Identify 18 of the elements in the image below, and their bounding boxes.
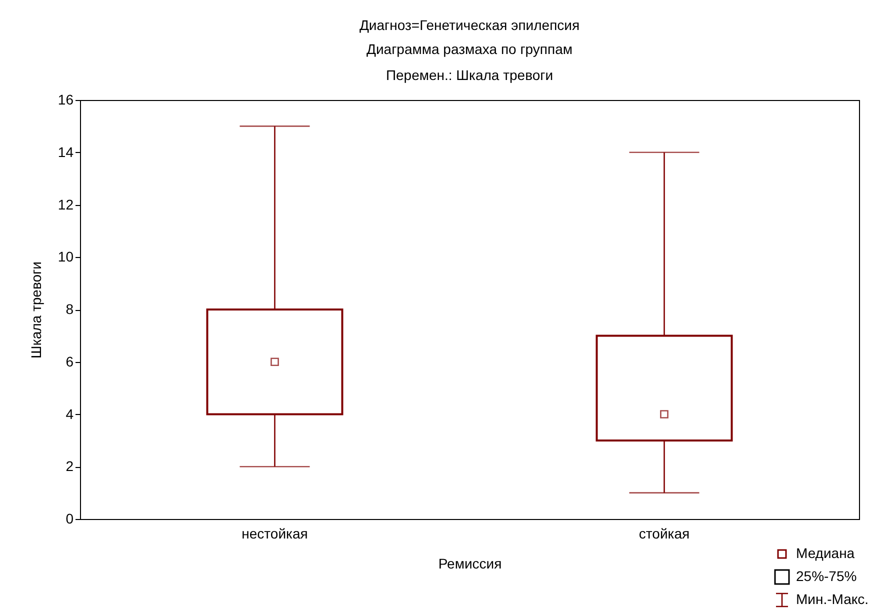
y-tick-label: 6 (66, 353, 74, 370)
y-tick-label: 2 (66, 458, 74, 474)
x-axis-title: Ремиссия (438, 556, 502, 572)
x-tick-label: нестойкая (242, 526, 308, 542)
y-tick-label: 12 (58, 196, 74, 212)
y-tick-label: 4 (66, 406, 74, 422)
y-tick-label: 16 (58, 92, 74, 108)
text: 25%-75% (796, 567, 857, 586)
chart-subtitle: Диаграмма размаха по группам Перемен.: Шкала тревоги (366, 41, 573, 83)
y-tick-label: 14 (58, 144, 74, 160)
chart-title: Диагноз=Генетическая эпилепсия (359, 17, 580, 33)
text: Мин.-Макс. (796, 590, 869, 609)
y-tick-label: 8 (66, 301, 74, 317)
y-tick-label: 0 (66, 510, 74, 526)
y-axis-title: Шкала тревоги (28, 262, 44, 358)
x-tick-label: стойкая (638, 526, 690, 542)
y-tick-label: 10 (58, 248, 74, 265)
text: Медиана (796, 544, 855, 563)
